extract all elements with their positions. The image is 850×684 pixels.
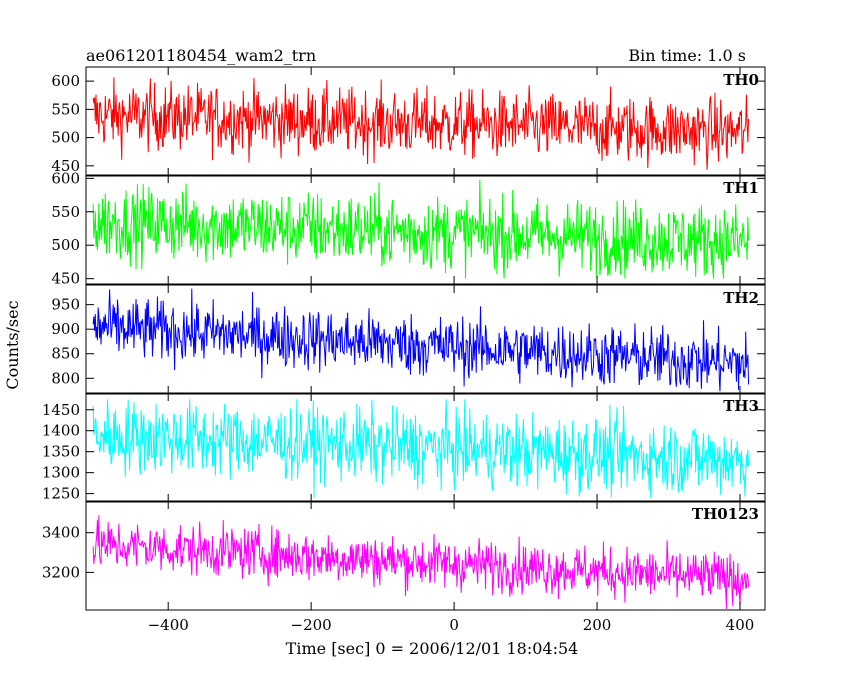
panel-frame: [85, 284, 766, 395]
panel-th0123: 3200 3400 TH0123: [42, 500, 766, 611]
series-line-th2: [92, 288, 750, 392]
panels-group: 450 500 550 600 TH0 450 500 550 600 TH1 800 850 900 9…: [42, 66, 766, 634]
y-tick-label: 1250: [42, 485, 80, 503]
x-axis-label: Time [sec] 0 = 2006/12/01 18:04:54: [286, 639, 579, 658]
panel-th3: 1250 1300 1350 1400 1450 TH3: [42, 392, 766, 503]
y-tick-label: 1300: [42, 464, 80, 482]
panel-label: TH1: [723, 179, 759, 197]
series-line-th1: [92, 179, 750, 279]
x-tick-label: 400: [726, 616, 755, 634]
x-tick-label: −400: [148, 616, 189, 634]
panel-th0: 450 500 550 600 TH0: [51, 66, 766, 177]
x-tick-label: 200: [583, 616, 612, 634]
y-tick-label: 3400: [42, 524, 80, 542]
y-tick-label: 950: [51, 296, 80, 314]
y-tick-label: 800: [51, 369, 80, 387]
y-tick-label: 550: [51, 100, 80, 118]
x-tick-label: 0: [449, 616, 459, 634]
chart-title: ae061201180454_wam2_trn: [86, 46, 316, 65]
panel-label: TH2: [723, 289, 759, 307]
x-tick-label: −200: [291, 616, 332, 634]
panel-frame: [85, 66, 766, 177]
panel-th1: 450 500 550 600 TH1: [51, 169, 766, 288]
y-tick-label: 900: [51, 320, 80, 338]
series-line-th3: [92, 399, 750, 498]
y-axis-label: Counts/sec: [3, 300, 22, 389]
panel-frame: [85, 500, 766, 611]
y-tick-label: 1400: [42, 422, 80, 440]
y-tick-label: 1350: [42, 443, 80, 461]
series-line-th0: [92, 77, 750, 170]
series-line-th0123: [92, 515, 750, 610]
y-tick-label: 550: [51, 203, 80, 221]
y-tick-label: 500: [51, 236, 80, 254]
panel-frame: [85, 174, 766, 285]
panel-label: TH0: [723, 71, 759, 89]
panel-label: TH3: [723, 397, 759, 415]
y-tick-label: 1450: [42, 401, 80, 419]
y-tick-label: 450: [51, 157, 80, 175]
panel-frame: [85, 392, 766, 503]
y-tick-label: 850: [51, 345, 80, 363]
bin-time-label: Bin time: 1.0 s: [628, 46, 746, 65]
panel-th2: 800 850 900 950 TH2: [51, 284, 766, 395]
y-tick-label: 500: [51, 129, 80, 147]
y-tick-label: 600: [51, 72, 80, 90]
y-tick-label: 600: [51, 169, 80, 187]
y-tick-label: 3200: [42, 563, 80, 581]
panel-label: TH0123: [692, 505, 759, 523]
y-tick-label: 450: [51, 270, 80, 288]
